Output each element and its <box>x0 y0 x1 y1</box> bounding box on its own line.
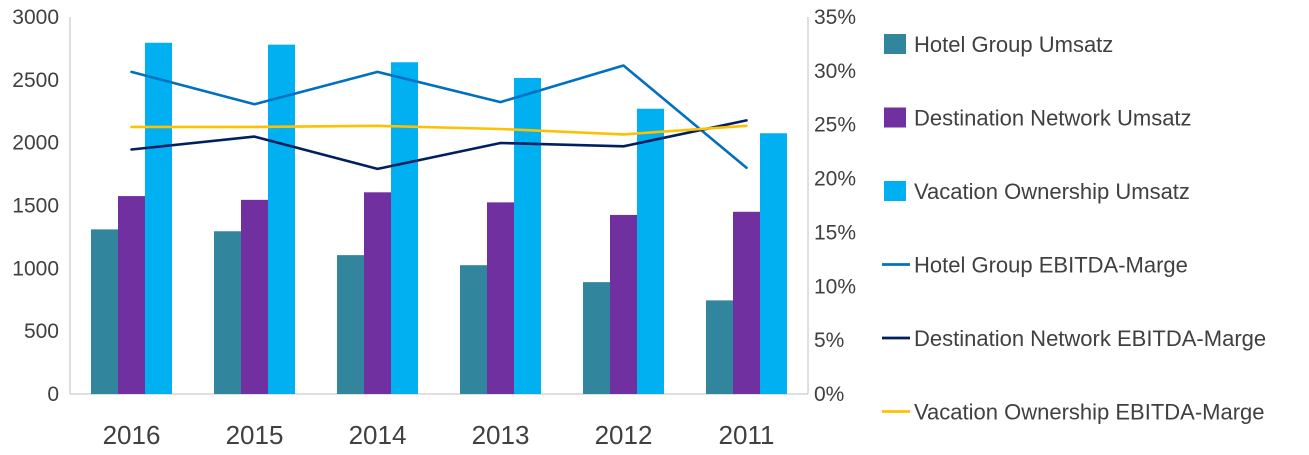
bar-vacation-ownership-umsatz <box>391 62 418 395</box>
left-axis-tick-label: 500 <box>24 320 59 343</box>
left-axis-tick-label: 1000 <box>12 257 59 280</box>
bar-destination-network-umsatz <box>733 211 760 394</box>
right-axis-tick-label: 25% <box>814 114 856 137</box>
legend-swatch <box>884 107 906 128</box>
bar-hotel-group-umsatz <box>460 265 487 394</box>
x-axis-category-label: 2011 <box>719 420 775 450</box>
legend-swatch <box>884 181 906 201</box>
bar-hotel-group-umsatz <box>214 231 241 394</box>
left-axis-tick-label: 3000 <box>12 6 59 29</box>
right-axis-tick-label: 30% <box>814 60 856 83</box>
bar-hotel-group-umsatz <box>583 282 610 394</box>
x-axis-category-label: 2012 <box>595 420 653 450</box>
legend-label: Destination Network Umsatz <box>914 106 1192 131</box>
legend-label: Hotel Group Umsatz <box>914 32 1113 57</box>
right-axis-tick-label: 15% <box>814 221 856 244</box>
left-axis-tick-label: 0 <box>47 383 59 406</box>
bar-hotel-group-umsatz <box>337 255 364 394</box>
bar-hotel-group-umsatz <box>706 300 733 394</box>
bar-hotel-group-umsatz <box>91 229 118 394</box>
right-axis-tick-label: 5% <box>814 329 844 352</box>
right-axis-tick-label: 35% <box>814 6 856 29</box>
bar-destination-network-umsatz <box>241 199 268 394</box>
bar-vacation-ownership-umsatz <box>145 42 172 395</box>
line-destination-network-ebitda-marge <box>130 119 748 171</box>
bar-destination-network-umsatz <box>487 202 514 394</box>
right-axis-tick-label: 0% <box>814 383 844 406</box>
x-axis-category-label: 2014 <box>349 420 407 450</box>
legend-label: Vacation Ownership Umsatz <box>914 179 1190 204</box>
line-vacation-ownership-ebitda-marge <box>130 124 748 136</box>
left-axis-tick-label: 2000 <box>12 132 59 155</box>
bar-vacation-ownership-umsatz <box>514 77 541 394</box>
right-axis-tick-label: 10% <box>814 275 856 298</box>
bar-destination-network-umsatz <box>118 196 145 394</box>
legend-label: Hotel Group EBITDA-Marge <box>914 253 1188 278</box>
left-axis-tick-label: 1500 <box>12 195 59 218</box>
legend-label: Vacation Ownership EBITDA-Marge <box>914 400 1265 425</box>
bar-vacation-ownership-umsatz <box>637 108 664 394</box>
x-axis-category-label: 2015 <box>226 420 284 450</box>
bar-destination-network-umsatz <box>610 214 637 394</box>
legend-label: Destination Network EBITDA-Marge <box>914 326 1266 351</box>
right-axis-tick-label: 20% <box>814 168 856 191</box>
left-axis-tick-label: 2500 <box>12 69 59 92</box>
x-axis-category-label: 2016 <box>103 420 161 450</box>
bar-destination-network-umsatz <box>364 192 391 394</box>
bar-vacation-ownership-umsatz <box>268 44 295 394</box>
legend-swatch <box>884 34 906 54</box>
line-hotel-group-ebitda-marge <box>130 64 748 170</box>
x-axis-category-label: 2013 <box>472 420 530 450</box>
bar-vacation-ownership-umsatz <box>760 133 787 394</box>
